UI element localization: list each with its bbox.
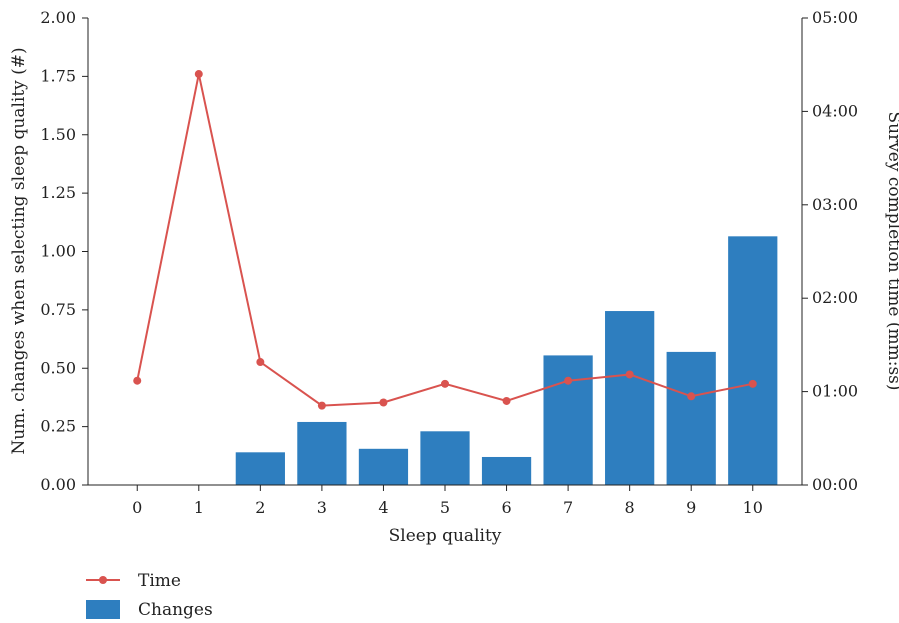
time-point-8 [625, 370, 634, 379]
x-tick-label: 6 [501, 498, 511, 517]
time-point-10 [748, 379, 757, 388]
x-tick-label: 7 [563, 498, 573, 517]
right-y-axis-ticks: 00:00 01:00 02:00 03:00 04:00 05:00 [802, 8, 858, 494]
legend-label-time: Time [138, 571, 181, 591]
right-y-tick-label: 02:00 [812, 288, 858, 307]
legend-label-changes: Changes [138, 600, 213, 620]
time-point-0 [133, 376, 142, 385]
left-y-tick-label: 1.75 [40, 66, 76, 85]
time-point-3 [317, 401, 326, 410]
left-y-tick-label: 0.75 [40, 300, 76, 319]
x-tick-label: 4 [378, 498, 388, 517]
time-point-6 [502, 396, 511, 405]
time-point-4 [379, 398, 388, 407]
right-y-tick-label: 05:00 [812, 8, 858, 27]
x-tick-label: 5 [440, 498, 450, 517]
right-y-tick-label: 01:00 [812, 382, 858, 401]
legend-marker-swatch [99, 576, 107, 584]
left-y-tick-label: 0.50 [40, 358, 76, 377]
time-point-7 [564, 376, 573, 385]
time-point-1 [194, 70, 203, 79]
time-point-2 [256, 358, 265, 367]
bar-5 [420, 431, 470, 485]
bar-8 [605, 311, 655, 485]
time-point-9 [687, 392, 696, 401]
left-y-tick-label: 0.25 [40, 417, 76, 436]
left-y-tick-label: 0.00 [40, 475, 76, 494]
x-tick-label: 10 [743, 498, 763, 517]
left-y-axis-ticks: 0.00 0.25 0.50 0.75 1.00 1.25 1.50 1.75 2.00 [40, 8, 88, 494]
right-y-tick-label: 04:00 [812, 101, 858, 120]
x-tick-label: 8 [625, 498, 635, 517]
right-y-tick-label: 03:00 [812, 195, 858, 214]
right-y-axis-label: Survey completion time (mm:ss) [884, 111, 899, 390]
bar-10 [728, 236, 778, 485]
bar-4 [358, 448, 409, 485]
x-tick-label: 3 [317, 498, 327, 517]
x-tick-label: 9 [686, 498, 696, 517]
x-axis-ticks: 0 1 2 3 4 5 6 7 8 9 10 [132, 485, 763, 517]
left-y-tick-label: 1.00 [40, 242, 76, 261]
left-y-axis-label: Num. changes when selecting sleep qualit… [9, 47, 29, 454]
x-tick-label: 2 [255, 498, 265, 517]
right-y-tick-label: 00:00 [812, 475, 858, 494]
legend: Time Changes [86, 571, 213, 620]
x-axis-label: Sleep quality [389, 526, 502, 546]
line-series-time [133, 70, 757, 410]
bar-series-changes [235, 236, 778, 485]
legend-bar-swatch [86, 600, 120, 619]
bar-3 [297, 421, 347, 485]
time-point-5 [441, 379, 449, 388]
left-y-tick-label: 1.50 [40, 125, 76, 144]
bar-2 [235, 452, 285, 485]
bar-6 [481, 456, 532, 485]
time-line [136, 73, 753, 407]
left-y-tick-label: 1.25 [40, 183, 76, 202]
x-tick-label: 0 [132, 498, 142, 517]
bar-7 [543, 355, 593, 485]
x-tick-label: 1 [194, 498, 204, 517]
left-y-tick-label: 2.00 [40, 8, 76, 27]
bar-9 [666, 351, 716, 485]
